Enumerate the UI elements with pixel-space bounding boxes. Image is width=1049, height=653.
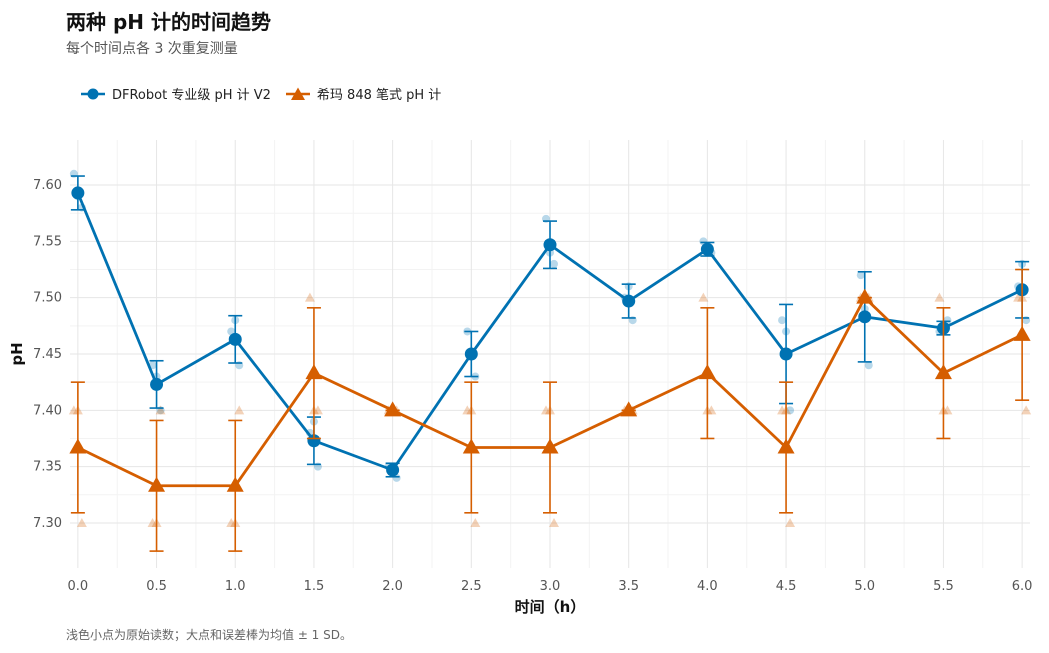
x-tick-label: 5.0 bbox=[854, 579, 875, 594]
raw-point bbox=[550, 259, 558, 268]
mean-point bbox=[541, 438, 559, 454]
raw-point bbox=[942, 405, 953, 415]
mean-point bbox=[386, 463, 400, 477]
mean-point bbox=[1013, 325, 1031, 341]
raw-point bbox=[785, 517, 796, 527]
raw-point bbox=[778, 316, 787, 325]
y-tick-label: 7.60 bbox=[33, 178, 62, 193]
x-tick-label: 6.0 bbox=[1012, 579, 1033, 594]
mean-point bbox=[858, 310, 872, 324]
mean-point bbox=[777, 438, 795, 454]
mean-point bbox=[934, 364, 952, 380]
raw-point bbox=[226, 517, 237, 527]
y-tick-label: 7.40 bbox=[33, 403, 62, 418]
raw-point bbox=[462, 405, 473, 415]
x-tick-label: 0.0 bbox=[68, 579, 89, 594]
mean-point bbox=[305, 364, 323, 380]
y-tick-label: 7.50 bbox=[33, 291, 62, 306]
mean-point bbox=[307, 434, 321, 448]
x-tick-label: 1.0 bbox=[225, 579, 246, 594]
mean-point bbox=[779, 347, 793, 361]
mean-point bbox=[620, 401, 638, 417]
x-tick-label: 0.5 bbox=[146, 579, 167, 594]
y-tick-label: 7.55 bbox=[33, 234, 62, 249]
mean-point bbox=[71, 186, 85, 200]
raw-point bbox=[470, 517, 481, 527]
raw-point bbox=[541, 405, 551, 415]
legend-label-dfrobot: DFRobot 专业级 pH 计 V2 bbox=[112, 88, 271, 103]
x-tick-label: 5.5 bbox=[933, 579, 954, 594]
legend-item-hima: 希玛 848 笔式 pH 计 bbox=[285, 84, 441, 103]
raw-point bbox=[147, 517, 158, 527]
raw-point bbox=[856, 271, 865, 280]
mean-point bbox=[700, 242, 714, 256]
mean-point bbox=[856, 288, 874, 304]
chart-legend: DFRobot 专业级 pH 计 V2 希玛 848 笔式 pH 计 bbox=[80, 84, 455, 103]
raw-point bbox=[1021, 405, 1032, 415]
raw-point bbox=[68, 405, 79, 415]
x-axis-title: 时间（h） bbox=[515, 598, 586, 616]
mean-point bbox=[150, 377, 164, 391]
mean-point bbox=[622, 294, 636, 308]
raw-point bbox=[698, 292, 709, 302]
x-tick-label: 2.5 bbox=[461, 579, 482, 594]
raw-point bbox=[155, 405, 166, 415]
mean-point bbox=[228, 332, 242, 346]
mean-point bbox=[384, 401, 402, 417]
chart-subtitle: 每个时间点各 3 次重复测量 bbox=[66, 41, 238, 57]
mean-point bbox=[698, 364, 716, 380]
mean-point bbox=[148, 476, 166, 492]
mean-point bbox=[462, 438, 480, 454]
raw-point bbox=[777, 405, 788, 415]
x-tick-label: 1.5 bbox=[304, 579, 325, 594]
raw-point bbox=[706, 405, 717, 415]
series-1 bbox=[69, 268, 1031, 552]
x-tick-label: 2.0 bbox=[382, 579, 403, 594]
raw-point bbox=[234, 405, 245, 415]
grid-lines bbox=[70, 140, 1030, 568]
raw-point bbox=[76, 517, 87, 527]
x-tick-label: 3.5 bbox=[618, 579, 639, 594]
legend-item-dfrobot: DFRobot 专业级 pH 计 V2 bbox=[80, 84, 271, 103]
chart-caption: 浅色小点为原始读数；大点和误差棒为均值 ± 1 SD。 bbox=[66, 628, 352, 642]
legend-key-triangle-icon bbox=[285, 87, 310, 100]
raw-point bbox=[934, 292, 945, 302]
raw-point bbox=[1013, 292, 1024, 302]
y-tick-label: 7.45 bbox=[33, 347, 62, 362]
mean-point bbox=[543, 238, 557, 252]
raw-point bbox=[864, 361, 873, 370]
chart-title: 两种 pH 计的时间趋势 bbox=[66, 10, 271, 34]
y-tick-label: 7.35 bbox=[33, 460, 62, 475]
raw-point bbox=[312, 405, 323, 415]
legend-key-circle-icon bbox=[81, 88, 105, 99]
x-tick-label: 4.5 bbox=[776, 579, 797, 594]
y-axis-title: pH bbox=[8, 342, 26, 365]
mean-point bbox=[226, 476, 244, 492]
raw-point bbox=[786, 406, 795, 415]
y-tick-label: 7.30 bbox=[33, 516, 62, 531]
legend-label-hima: 希玛 848 笔式 pH 计 bbox=[316, 88, 442, 103]
mean-point bbox=[464, 347, 478, 361]
mean-point bbox=[69, 438, 87, 454]
x-tick-label: 3.0 bbox=[540, 579, 561, 594]
x-tick-label: 4.0 bbox=[697, 579, 718, 594]
raw-point bbox=[549, 517, 559, 527]
raw-point bbox=[304, 292, 315, 302]
